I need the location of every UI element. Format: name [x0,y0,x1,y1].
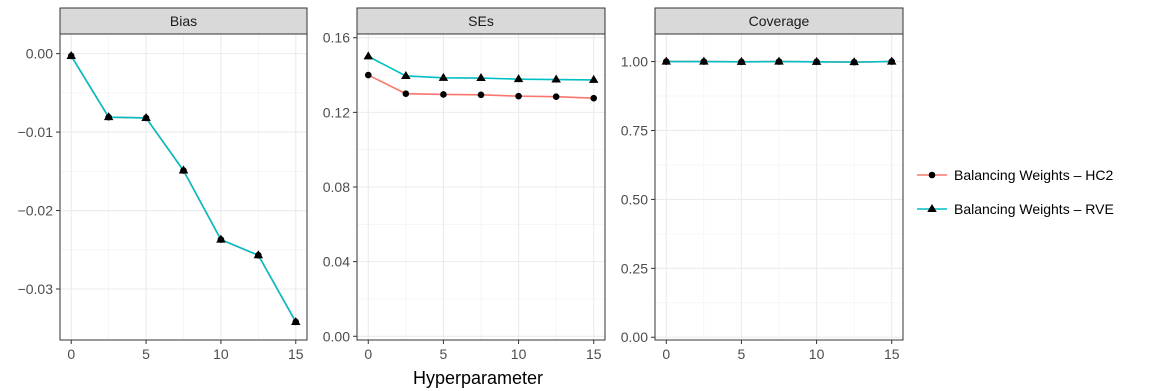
legend: Balancing Weights – HC2 Balancing Weights… [917,167,1114,217]
legend-key-marker-circle [928,171,936,179]
data-point-hc2 [402,90,410,98]
data-point-rve [103,112,114,121]
panel-border [59,33,308,341]
y-tick-label: −0.02 [18,203,54,219]
y-tick-label: −0.03 [18,281,54,297]
x-axis-title: Hyperparameter [413,368,543,388]
data-point-rve [699,56,709,65]
x-tick-label: 10 [213,346,229,362]
data-point-rve [736,56,747,65]
data-point-rve [363,51,374,60]
x-tick-label: 5 [440,346,448,362]
x-tick-label: 0 [662,346,670,362]
x-tick-label: 10 [511,346,527,362]
x-tick-label: 5 [738,346,746,362]
panel-ses: SEs 0.00 0.04 0.08 0.12 0.16 0 5 10 15 [323,7,606,362]
data-point-rve [849,57,859,66]
data-point-hc2 [552,93,560,100]
data-point-rve [661,56,672,65]
legend-key-marker-triangle [927,204,937,212]
legend-label: Balancing Weights – HC2 [954,167,1113,183]
x-tick-label: 0 [364,346,372,362]
data-point-rve [476,73,486,82]
data-point-hc2 [440,91,447,98]
y-tick-label: 0.12 [323,104,350,120]
x-tick-label: 5 [142,346,150,362]
data-point-rve [253,250,264,259]
data-point-rve [513,74,524,83]
data-point-rve [401,70,411,79]
y-tick-label: −0.01 [18,124,54,140]
y-tick-label: 0.25 [621,260,648,276]
x-tick-label: 10 [809,346,825,362]
x-tick-label: 15 [586,346,602,362]
facet-title: Bias [170,13,197,29]
panel-bias: Bias 0.00 −0.01 −0.02 −0.03 0 5 10 15 [18,7,308,362]
legend-label: Balancing Weights – RVE [954,201,1114,217]
data-point-rve [811,56,822,65]
x-tick-label: 15 [288,346,304,362]
y-tick-label: 0.08 [323,179,350,195]
data-point-hc2 [515,92,522,100]
data-point-rve [216,234,226,243]
data-point-hc2 [590,94,598,102]
data-point-rve [291,316,301,325]
data-point-rve [886,56,897,65]
y-tick-label: 0.16 [323,30,350,46]
facet-title: SEs [468,13,494,29]
data-point-rve [66,50,76,59]
y-tick-label: 0.75 [621,122,648,138]
data-point-rve [178,165,189,174]
data-point-rve [774,56,784,65]
data-point-hc2 [477,91,485,99]
y-tick-label: 0.00 [26,46,53,62]
data-point-rve [551,74,561,83]
data-point-rve [588,74,599,83]
y-tick-label: 1.00 [621,54,648,70]
y-tick-label: 0.50 [621,191,648,207]
data-point-hc2 [364,71,372,79]
x-tick-label: 0 [67,346,75,362]
facet-strip [654,7,904,35]
x-tick-label: 15 [884,346,900,362]
data-point-rve [438,72,449,81]
facet-title: Coverage [749,13,810,29]
y-tick-label: 0.04 [323,254,350,270]
panel-coverage: Coverage 0.00 0.25 0.50 0.75 1.00 0 5 10 15 [621,7,904,362]
y-tick-label: 0.00 [621,329,648,345]
data-point-rve [141,112,151,121]
facet-strip [59,7,308,35]
panel-border [654,33,904,341]
y-tick-label: 0.00 [323,328,350,344]
